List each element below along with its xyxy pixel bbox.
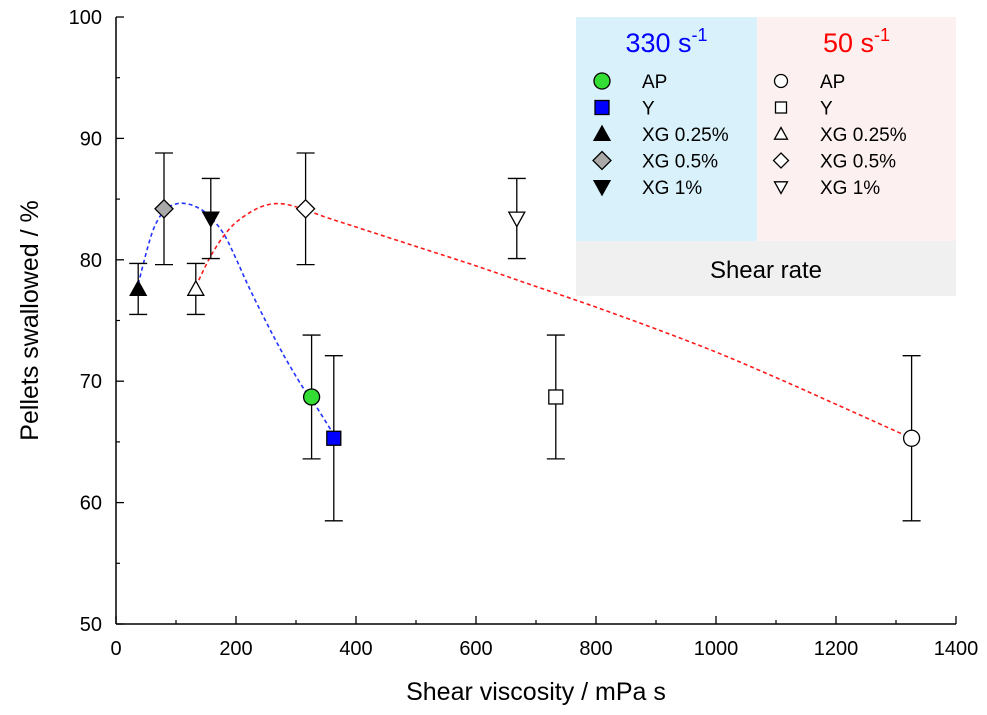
y-tick-label-90: 90	[80, 128, 102, 150]
legend-label-50-1: Y	[820, 99, 833, 120]
legend-shear-rate-panel	[576, 241, 956, 296]
legend-marker-330-3	[592, 150, 612, 171]
legend-label-330-2: XG 0.25%	[642, 125, 729, 146]
data-point-330-4	[201, 211, 220, 228]
legend-header-330: 330 s-1	[625, 25, 707, 58]
y-tick-label-60: 60	[80, 493, 102, 515]
fit-curve-50	[195, 202, 912, 439]
y-tick-label-70: 70	[80, 371, 102, 393]
y-tick-label-50: 50	[80, 614, 102, 636]
legend-label-50-2: XG 0.25%	[820, 125, 907, 146]
x-axis-title: Shear viscosity / mPa s	[406, 678, 666, 706]
legend-label-50-3: XG 0.5%	[820, 152, 896, 173]
y-tick-label-100: 100	[69, 7, 102, 29]
x-tick-label-200: 200	[219, 638, 252, 660]
y-ticks: 50 60 70 80 90 100	[69, 7, 124, 636]
legend-header-330-exponent: -1	[692, 25, 708, 45]
legend-header-50-base: 50 s	[823, 28, 874, 58]
y-tick-label-80: 80	[80, 250, 102, 272]
data-point-330-0	[302, 388, 321, 406]
x-tick-label-600: 600	[459, 638, 492, 660]
legend-marker-50-2	[773, 126, 789, 140]
legend-shear-rate-label: Shear rate	[710, 257, 822, 284]
data-point-50-3	[295, 198, 316, 219]
legend-header-50-exponent: -1	[874, 25, 890, 45]
y-axis-title: Pellets swallowed / %	[16, 200, 44, 440]
legend-panel-50	[757, 17, 956, 241]
data-points	[129, 198, 921, 447]
legend-marker-50-1	[774, 101, 788, 114]
legend-label-330-1: Y	[642, 99, 655, 120]
x-tick-label-1200: 1200	[814, 638, 859, 660]
x-tick-label-800: 800	[579, 638, 612, 660]
legend-marker-330-0	[593, 72, 611, 90]
data-point-50-4	[507, 211, 526, 228]
data-point-330-1	[326, 430, 342, 446]
x-tick-label-400: 400	[339, 638, 372, 660]
x-tick-label-0: 0	[110, 638, 121, 660]
legend-header-50: 50 s-1	[823, 25, 890, 58]
legend-marker-330-1	[594, 99, 610, 116]
data-point-330-3	[154, 198, 174, 219]
legend-marker-330-2	[592, 124, 612, 142]
x-tick-label-1400: 1400	[934, 638, 979, 660]
legend-marker-330-4	[592, 179, 612, 197]
legend-marker-50-3	[772, 152, 790, 169]
legend-label-50-4: XG 1%	[820, 178, 880, 199]
legend-label-330-3: XG 0.5%	[642, 152, 718, 173]
legend-label-330-0: AP	[642, 72, 667, 93]
legend-header-330-base: 330 s	[625, 28, 691, 58]
data-point-50-2	[186, 279, 205, 296]
x-tick-label-1000: 1000	[694, 638, 739, 660]
legend-panel-330	[576, 17, 757, 241]
data-point-50-0	[902, 429, 921, 447]
legend-label-50-0: AP	[820, 72, 845, 93]
data-point-330-2	[129, 279, 148, 296]
legend-marker-50-4	[773, 181, 789, 195]
data-point-50-1	[548, 389, 564, 405]
legend-label-330-4: XG 1%	[642, 178, 702, 199]
legend-marker-50-0	[773, 73, 789, 89]
x-ticks: 0 200 400 600 800 1000 1200 1400	[110, 616, 978, 660]
